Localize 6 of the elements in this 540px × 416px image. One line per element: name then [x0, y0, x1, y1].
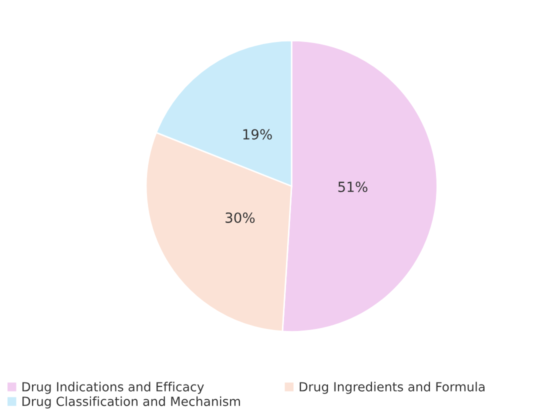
- data-label: 19%: [243, 129, 272, 140]
- legend-label: Drug Classification and Mechanism: [22, 396, 240, 408]
- data-label: 51%: [338, 182, 368, 192]
- data-label: 30%: [226, 212, 255, 223]
- legend-label: Drug Indications and Efficacy: [22, 382, 204, 394]
- legend-label: Drug Ingredients and Formula: [300, 382, 485, 394]
